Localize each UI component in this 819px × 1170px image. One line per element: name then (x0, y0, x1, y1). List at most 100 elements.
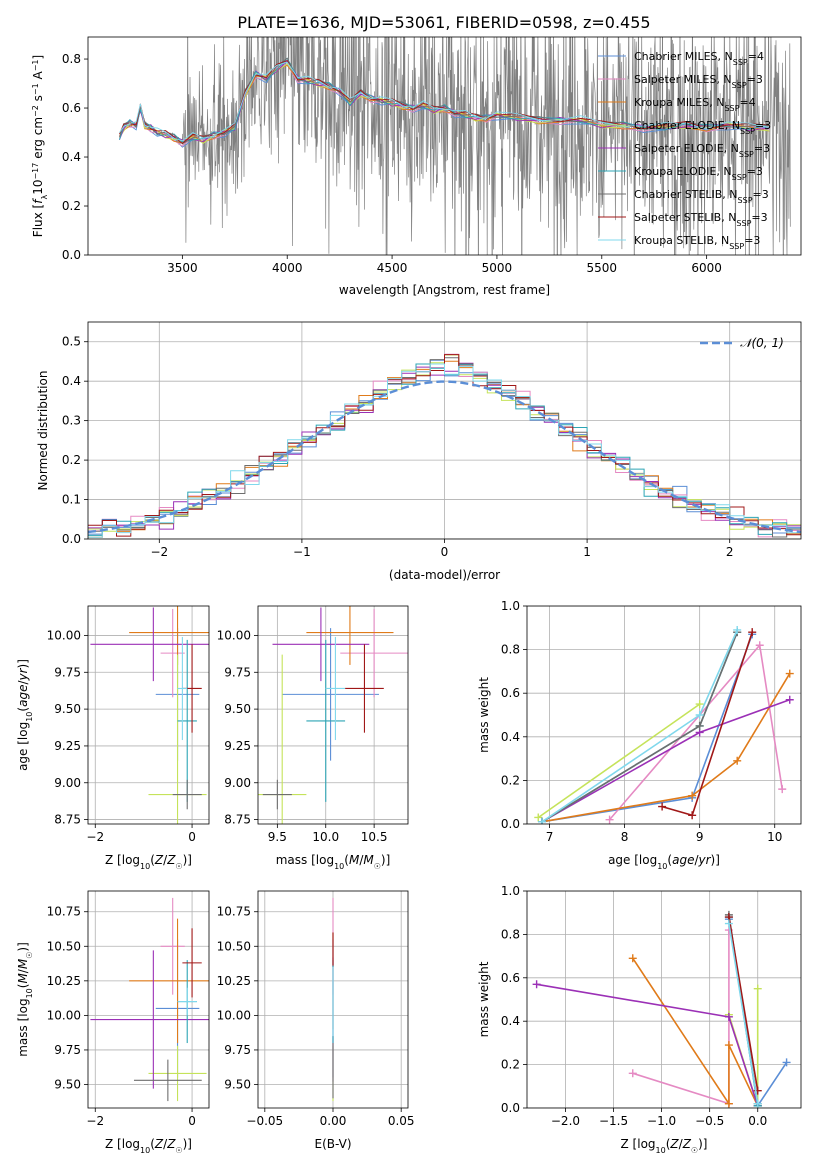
mass-weight-marker (695, 700, 704, 709)
age-vs-mass-xtick-label: 9.5 (268, 830, 287, 844)
mass-weight-marker (695, 721, 704, 730)
spectrum-ytick-label: 0.8 (62, 52, 81, 66)
mass-weight-vs-Z-ytick-label: 0.2 (501, 1058, 520, 1072)
mass-weight-marker (753, 984, 762, 993)
residual-histogram-plot-area (88, 322, 801, 539)
mass-weight-vs-age-ytick-label: 0.8 (501, 643, 520, 657)
age-vs-Z-panel: −2 0 8.75 9.00 9.25 9.50 9.75 10.00 Z [log10(Z/Z… (16, 605, 210, 871)
residual-histogram-panel: −2 −1 0 1 2 0.0 0.1 0.2 0.3 0.4 0.5 𝒩(0, 1) (data-mo… (36, 321, 802, 582)
residual-histogram-ytick-label: 0.1 (62, 493, 81, 507)
mass-weight-marker (724, 919, 733, 928)
spectrum-plot-area (119, 37, 791, 255)
mass-weight-marker (628, 1069, 637, 1078)
age-vs-Z-frame (87, 605, 210, 825)
legend-entry: Salpeter MILES, NSSP=3 (634, 73, 763, 90)
mass-weight-marker (748, 628, 757, 637)
mass-weight-marker (688, 791, 697, 800)
age-vs-Z-ytick-label: 9.00 (54, 776, 81, 790)
mass-vs-ebv-ytick-label: 10.50 (217, 939, 251, 953)
mass-vs-ebv-xtick-label: 0.00 (320, 1114, 347, 1128)
mass-weight-marker (778, 785, 787, 794)
mass-weight-vs-age-xlabel: age [log10(age/yr)] (608, 853, 720, 871)
mass-weight-marker (532, 980, 541, 989)
spectrum-ylabel: Flux [fλ10−17 erg cm−2 s−1 A−1] (31, 55, 49, 237)
mass-weight-series (541, 673, 791, 823)
mass-weight-vs-age-xtick-label: 9 (696, 830, 704, 844)
mass-vs-Z-panel: −2 0 9.50 9.75 10.00 10.25 10.50 10.75 Z [log10(… (16, 890, 210, 1155)
mass-weight-marker (785, 669, 794, 678)
spectrum-ytick-label: 0.6 (62, 101, 81, 115)
age-vs-mass-ytick-label: 9.75 (224, 665, 251, 679)
mass-weight-marker (755, 641, 764, 650)
legend-entry: Chabrier MILES, NSSP=4 (634, 50, 764, 67)
mass-weight-marker (695, 711, 704, 719)
mass-vs-Z-ytick-label: 9.75 (54, 1043, 81, 1057)
spectrum-model-line (119, 64, 770, 144)
legend-entry: Chabrier ELODIE, NSSP=3 (634, 119, 771, 136)
mass-weight-marker (538, 817, 547, 824)
mass-weight-marker (733, 756, 742, 765)
mass-weight-marker (724, 1041, 733, 1050)
chart-panels: 3500 4000 4500 5000 5500 6000 0.0 0.2 0.4 0.6 0.8 C… (16, 36, 802, 1155)
mass-weight-marker (733, 625, 742, 634)
spectrum-ytick-label: 0.4 (62, 150, 81, 164)
legend-entry: Kroupa STELIB, NSSP=3 (634, 234, 760, 251)
legend-entry: Kroupa MILES, NSSP=4 (634, 96, 756, 113)
mass-weight-marker (605, 815, 614, 824)
mass-weight-vs-age-panel: 7 8 9 10 0.0 0.2 0.4 0.6 0.8 1.0 age [log10(age/yr… (477, 599, 802, 871)
mass-weight-marker (658, 802, 667, 811)
residual-histogram-ytick-label: 0.4 (62, 374, 81, 388)
mass-weight-vs-age-xtick-label: 7 (546, 830, 554, 844)
spectrum-xtick-label: 4500 (377, 261, 408, 275)
age-vs-mass-xlabel: mass [log10(M/M☉)] (276, 853, 391, 871)
age-vs-Z-xlabel: Z [log10(Z/Z☉)] (105, 853, 192, 871)
mass-weight-series (632, 957, 759, 1107)
mass-vs-ebv-xtick-label: −0.05 (246, 1114, 283, 1128)
spectrum-ytick-label: 0.0 (62, 248, 81, 262)
figure-title: PLATE=1636, MJD=53061, FIBERID=0598, z=0… (237, 13, 650, 32)
spectrum-xtick-label: 6000 (691, 261, 722, 275)
mass-weight-marker (628, 954, 637, 963)
mass-vs-Z-plot-area (88, 891, 209, 1108)
mass-vs-Z-ytick-label: 10.75 (47, 905, 81, 919)
mass-weight-vs-Z-xtick-label: −1.5 (599, 1114, 628, 1128)
mass-vs-ebv-xlabel: E(B-V) (314, 1137, 351, 1151)
residual-histogram-xtick-label: −1 (293, 545, 311, 559)
spectrum-xlabel: wavelength [Angstrom, rest frame] (339, 283, 550, 297)
mass-weight-vs-Z-xlabel: Z [log10(Z/Z☉)] (621, 1137, 708, 1155)
mass-vs-Z-frame (87, 890, 210, 1109)
mass-weight-vs-age-plot-area (527, 606, 801, 824)
histogram-series (88, 363, 801, 538)
spectrum-xtick-label: 4000 (272, 261, 303, 275)
mass-vs-Z-ytick-label: 10.00 (47, 1008, 81, 1022)
spectrum-model-line (119, 61, 770, 142)
mass-vs-Z-ytick-label: 10.25 (47, 974, 81, 988)
age-vs-mass-panel: 9.5 10.0 10.5 8.75 9.00 9.25 9.50 9.75 10.00 mass… (217, 605, 409, 871)
gaussian-curve (88, 380, 801, 534)
mass-weight-vs-Z-xtick-label: −1.0 (647, 1114, 676, 1128)
mass-weight-marker (724, 1012, 733, 1021)
legend-entry: Salpeter STELIB, NSSP=3 (634, 211, 768, 228)
mass-vs-Z-ylabel: mass [log10(M/M☉)] (16, 942, 34, 1057)
residual-histogram-ytick-label: 0.0 (62, 532, 81, 546)
spectrum-data-line (119, 37, 791, 255)
mass-vs-Z-xtick-label: −2 (86, 1114, 104, 1128)
age-vs-Z-xtick-label: 0 (188, 830, 196, 844)
mass-weight-vs-age-frame (526, 605, 802, 825)
mass-weight-vs-age-xtick-label: 8 (621, 830, 629, 844)
age-vs-mass-xtick-label: 10.0 (312, 830, 339, 844)
age-vs-mass-ytick-label: 9.00 (224, 776, 251, 790)
residual-histogram-ytick-label: 0.5 (62, 335, 81, 349)
residual-histogram-ytick-label: 0.2 (62, 453, 81, 467)
mass-weight-vs-Z-ytick-label: 0.0 (501, 1101, 520, 1115)
mass-weight-marker (688, 811, 697, 820)
spectrum-ytick-label: 0.2 (62, 199, 81, 213)
mass-weight-vs-age-ytick-label: 0.0 (501, 817, 520, 831)
mass-vs-Z-xtick-label: 0 (188, 1114, 196, 1128)
mass-weight-vs-Z-panel: −2.0 −1.5 −1.0 −0.5 0.0 0.0 0.2 0.4 0.6 0.8 1.0 Z [… (477, 884, 802, 1155)
mass-vs-ebv-frame (257, 890, 409, 1109)
spectrum-xtick-label: 5500 (587, 261, 618, 275)
mass-weight-vs-age-ytick-label: 0.6 (501, 686, 520, 700)
residual-histogram-frame (87, 321, 802, 540)
